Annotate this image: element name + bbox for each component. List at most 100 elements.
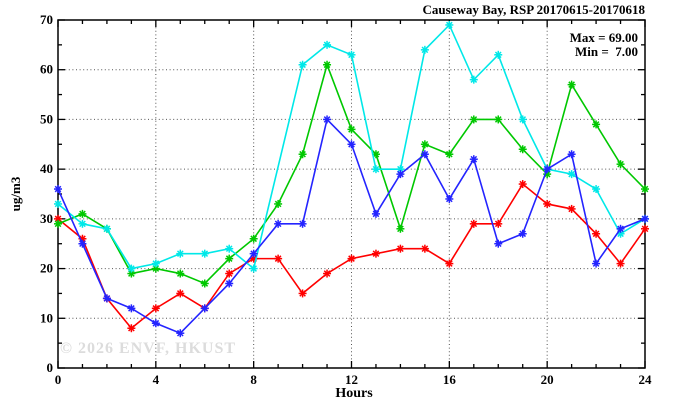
marker-ray [446,195,453,203]
series-cyan-marker [298,60,307,69]
series-cyan-marker [127,264,136,273]
marker-ray [323,61,331,69]
marker-ray [348,140,355,148]
series-green-marker [641,185,649,194]
marker-ray [397,225,404,233]
series-red-marker [616,259,625,268]
marker-ray [372,210,380,218]
marker-ray [519,230,527,238]
marker-ray [470,116,478,123]
marker-ray [128,324,135,332]
series-blue-marker [298,219,307,228]
series-green-marker [371,150,380,159]
marker-ray [568,81,575,88]
marker-ray [543,165,551,173]
series-cyan-marker [347,50,356,59]
series-blue-marker [225,279,234,288]
marker-ray [54,185,62,193]
marker-ray [323,116,331,123]
series-cyan-marker [78,219,87,228]
marker-ray [250,250,257,257]
marker-ray [299,61,306,69]
series-blue-marker [592,259,601,268]
series-green-marker [298,150,307,159]
marker-ray [372,165,380,173]
series-blue-marker [347,140,356,149]
marker-ray [225,280,233,287]
series-green-marker [494,115,503,124]
series-blue-marker [567,150,576,159]
series-blue-marker [641,214,649,223]
series-cyan-marker [200,249,209,258]
series-green-marker [176,269,185,278]
series-blue-marker [494,239,503,248]
series-blue-marker [518,229,527,238]
series-cyan-marker [567,170,576,179]
series-cyan-marker [151,259,160,268]
series-cyan-marker [176,249,185,258]
marker-ray [519,116,527,123]
x-tick-label: 12 [345,372,358,387]
series-green-marker [592,120,601,129]
series-blue-marker [78,239,87,248]
marker-ray [494,220,502,228]
series-blue-marker [54,185,62,194]
marker-ray [225,245,233,253]
series-cyan-marker [371,165,380,174]
series-green-marker [469,115,478,124]
marker-ray [201,305,209,312]
marker-ray [494,116,502,123]
marker-ray [128,270,135,277]
y-tick-label: 0 [47,360,54,375]
series-blue-marker [200,304,209,313]
y-tick-label: 70 [40,12,53,27]
marker-ray [592,230,600,238]
marker-ray [250,265,257,272]
series-blue-marker [127,304,136,313]
marker-ray [617,225,624,233]
series-blue-marker [371,209,380,218]
series-blue-marker [445,194,454,203]
marker-ray [54,220,62,228]
marker-ray [446,260,453,267]
y-tick-label: 40 [40,161,53,176]
marker-ray [323,41,331,49]
series-blue-marker [616,224,625,233]
marker-ray [176,250,184,257]
series-red-marker [127,324,136,333]
series-red-marker [469,219,478,228]
series-green-marker [54,219,62,228]
marker-ray [494,240,502,248]
series-cyan-marker [445,20,454,29]
marker-ray [176,270,184,277]
series-green-marker [200,279,209,288]
series-blue-marker [323,115,332,124]
marker-ray [543,200,551,208]
marker-ray [397,245,404,253]
marker-ray [421,150,429,158]
series-red-marker [420,244,429,253]
marker-ray [128,265,135,272]
max-min-annotation: Max = 69.00 Min = 7.00 [570,31,638,59]
y-tick-label: 30 [40,211,53,226]
y-axis-label: ug/m3 [8,176,23,212]
series-cyan-marker [249,264,258,273]
series-red-marker [347,254,356,263]
series-cyan-marker [494,50,503,59]
marker-ray [299,290,306,297]
max-value-label: Max = 69.00 [569,30,638,45]
series-green-marker [323,60,332,69]
marker-ray [592,185,600,193]
marker-ray [568,170,575,178]
series-red-marker [176,289,185,298]
marker-ray [470,76,478,83]
marker-ray [176,329,184,337]
marker-ray [470,155,478,163]
marker-ray [152,305,160,312]
series-blue-marker [102,294,111,303]
series-cyan-marker [225,244,234,253]
marker-ray [250,235,257,243]
marker-ray [225,270,233,277]
x-tick-label: 20 [541,372,554,387]
series-blue-marker [420,150,429,159]
